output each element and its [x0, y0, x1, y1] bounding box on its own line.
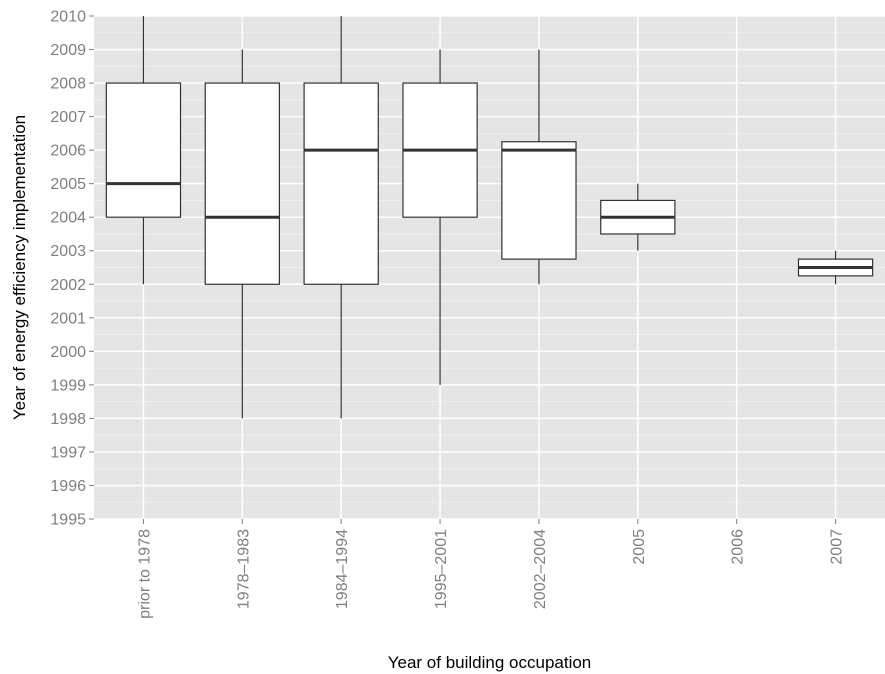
y-tick-label: 2002 — [50, 277, 86, 294]
box-iqr — [501, 141, 577, 260]
y-tick-label: 2004 — [50, 210, 86, 227]
x-tick-label: 1995–2001 — [433, 529, 450, 609]
box-iqr — [303, 82, 379, 285]
x-tick-label: 1984–1994 — [334, 529, 351, 609]
y-tick-label: 2005 — [50, 176, 86, 193]
x-axis: prior to 1978 1978–1983 1984–1994 1995–2001… — [136, 519, 846, 619]
y-tick-label: 2007 — [50, 109, 86, 126]
x-tick-label: 2006 — [730, 529, 747, 565]
x-tick-label: prior to 1978 — [136, 529, 153, 619]
x-tick-label: 1978–1983 — [235, 529, 252, 609]
y-tick-label: 2009 — [50, 42, 86, 59]
y-tick-label: 2001 — [50, 310, 86, 327]
box-iqr — [204, 82, 280, 285]
y-axis: 1995 1996 1997 1998 1999 2000 2001 2002 2003 2004… — [50, 9, 94, 529]
y-tick-label: 1999 — [50, 377, 86, 394]
box-3 — [303, 16, 379, 419]
y-tick-label: 2010 — [50, 9, 86, 26]
y-tick-label: 1997 — [50, 444, 86, 461]
x-tick-label: 2007 — [829, 529, 846, 565]
y-axis-title: Year of energy efficiency implementation — [10, 115, 29, 420]
y-tick-label: 1996 — [50, 478, 86, 495]
box-6 — [600, 183, 676, 251]
box-8 — [797, 250, 874, 285]
y-tick-label: 1998 — [50, 411, 86, 428]
y-tick-label: 2000 — [50, 344, 86, 361]
box-series — [105, 16, 874, 419]
box-2 — [204, 49, 280, 419]
box-1 — [105, 16, 182, 285]
box-iqr — [105, 82, 182, 218]
y-tick-label: 2003 — [50, 243, 86, 260]
box-4 — [402, 49, 478, 385]
y-tick-label: 2006 — [50, 143, 86, 160]
x-tick-label: 2002–2004 — [532, 529, 549, 609]
y-tick-label: 2008 — [50, 76, 86, 93]
box-5 — [501, 49, 577, 285]
x-tick-label: 2005 — [631, 529, 648, 565]
x-axis-title: Year of building occupation — [388, 653, 592, 672]
y-tick-label: 1995 — [50, 512, 86, 529]
